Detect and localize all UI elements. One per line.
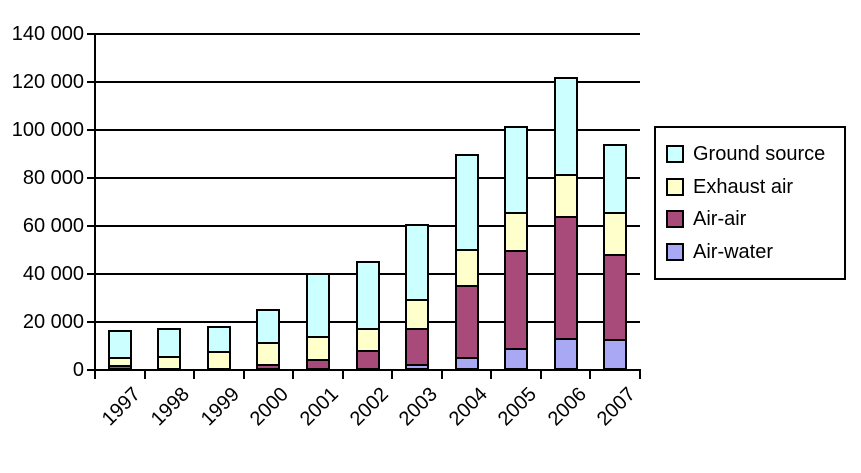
y-axis-tick-label: 140 000 <box>11 23 84 45</box>
bar-segment-ground-source-2007 <box>603 144 627 214</box>
gridline <box>95 129 640 131</box>
bar-segment-ground-source-1997 <box>108 330 132 359</box>
x-axis-tick <box>589 370 591 379</box>
gridline <box>95 225 640 227</box>
bar-segment-exhaust-air-2002 <box>356 328 380 352</box>
y-axis-tick <box>87 81 95 83</box>
bar-segment-air-air-2003 <box>405 328 429 366</box>
gridline <box>95 177 640 179</box>
y-axis-tick <box>87 129 95 131</box>
x-axis-label-2002: 2002 <box>345 383 393 431</box>
x-axis-tick <box>94 370 96 379</box>
x-axis-label-2000: 2000 <box>245 383 293 431</box>
y-axis-tick-label: 40 000 <box>22 263 84 285</box>
x-axis-tick <box>144 370 146 379</box>
bar-segment-ground-source-1999 <box>207 326 231 353</box>
y-axis-line <box>94 34 96 372</box>
bar-segment-exhaust-air-2004 <box>455 249 479 287</box>
bar-segment-ground-source-2000 <box>256 309 280 344</box>
bar-segment-air-air-2007 <box>603 254 627 341</box>
x-axis-tick <box>540 370 542 379</box>
y-axis-tick-label: 60 000 <box>22 215 84 237</box>
x-axis-label-2003: 2003 <box>394 383 442 431</box>
bar-segment-air-air-2006 <box>554 216 578 340</box>
x-axis-tick <box>193 370 195 379</box>
legend-label: Air-water <box>693 241 774 264</box>
x-axis-tick <box>639 370 641 379</box>
x-axis-label-2001: 2001 <box>295 383 343 431</box>
gridline <box>95 81 640 83</box>
x-axis-label-1999: 1999 <box>196 383 244 431</box>
bar-segment-air-air-2004 <box>455 285 479 359</box>
legend-swatch-icon <box>666 210 684 229</box>
y-axis-tick <box>87 273 95 275</box>
x-axis-tick <box>292 370 294 379</box>
y-axis-tick-label: 100 000 <box>11 119 84 141</box>
x-axis-tick <box>243 370 245 379</box>
bar-segment-exhaust-air-2000 <box>256 342 280 366</box>
bar-segment-exhaust-air-2007 <box>603 212 627 256</box>
y-axis-tick-label: 120 000 <box>11 71 84 93</box>
gridline <box>95 33 640 35</box>
x-axis-label-2004: 2004 <box>444 383 492 431</box>
bar-segment-air-water-2005 <box>504 348 528 370</box>
bar-segment-ground-source-2006 <box>554 77 578 176</box>
bar-segment-ground-source-2002 <box>356 261 380 330</box>
y-axis-tick-label: 80 000 <box>22 167 84 189</box>
legend-swatch-icon <box>666 177 684 196</box>
legend-label: Air-air <box>693 208 747 231</box>
y-axis-tick <box>87 33 95 35</box>
bar-segment-exhaust-air-1998 <box>157 356 181 370</box>
bar-segment-air-water-2007 <box>603 339 627 370</box>
bar-segment-ground-source-1998 <box>157 328 181 358</box>
legend-item-exhaust-air: Exhaust air <box>666 176 834 198</box>
legend-label: Exhaust air <box>693 175 794 198</box>
x-axis-tick <box>490 370 492 379</box>
bar-segment-air-air-2005 <box>504 250 528 350</box>
y-axis-tick <box>87 321 95 323</box>
bar-segment-exhaust-air-2005 <box>504 212 528 252</box>
y-axis-tick <box>87 177 95 179</box>
bar-segment-exhaust-air-2006 <box>554 174 578 218</box>
x-axis-line <box>94 369 641 371</box>
legend-item-air-air: Air-air <box>666 208 834 230</box>
y-axis-tick-label: 20 000 <box>22 311 84 333</box>
x-axis-label-2007: 2007 <box>592 383 640 431</box>
bar-segment-ground-source-2004 <box>455 154 479 251</box>
legend-item-ground-source: Ground source <box>666 143 834 165</box>
bar-segment-ground-source-2001 <box>306 273 330 338</box>
x-axis-label-1997: 1997 <box>97 383 145 431</box>
bar-segment-exhaust-air-2001 <box>306 336 330 361</box>
x-axis-label-2006: 2006 <box>543 383 591 431</box>
bar-segment-exhaust-air-2003 <box>405 299 429 330</box>
legend-swatch-icon <box>666 144 684 163</box>
legend-label: Ground source <box>693 142 826 165</box>
x-axis-tick <box>391 370 393 379</box>
bar-segment-ground-source-2005 <box>504 126 528 214</box>
legend-item-air-water: Air-water <box>666 241 834 263</box>
x-axis-label-2005: 2005 <box>493 383 541 431</box>
x-axis-tick <box>441 370 443 379</box>
x-axis-tick <box>342 370 344 379</box>
bar-segment-exhaust-air-1999 <box>207 351 231 370</box>
legend: Ground source Exhaust air Air-air Air-water <box>654 126 846 280</box>
y-axis-tick-label: 0 <box>72 359 84 381</box>
bar-segment-ground-source-2003 <box>405 224 429 301</box>
y-axis-tick <box>87 225 95 227</box>
y-axis-tick <box>87 369 95 371</box>
x-axis-label-1998: 1998 <box>146 383 194 431</box>
legend-swatch-icon <box>666 243 684 262</box>
bar-segment-air-water-2006 <box>554 338 578 370</box>
bar-segment-air-air-2002 <box>356 350 380 370</box>
